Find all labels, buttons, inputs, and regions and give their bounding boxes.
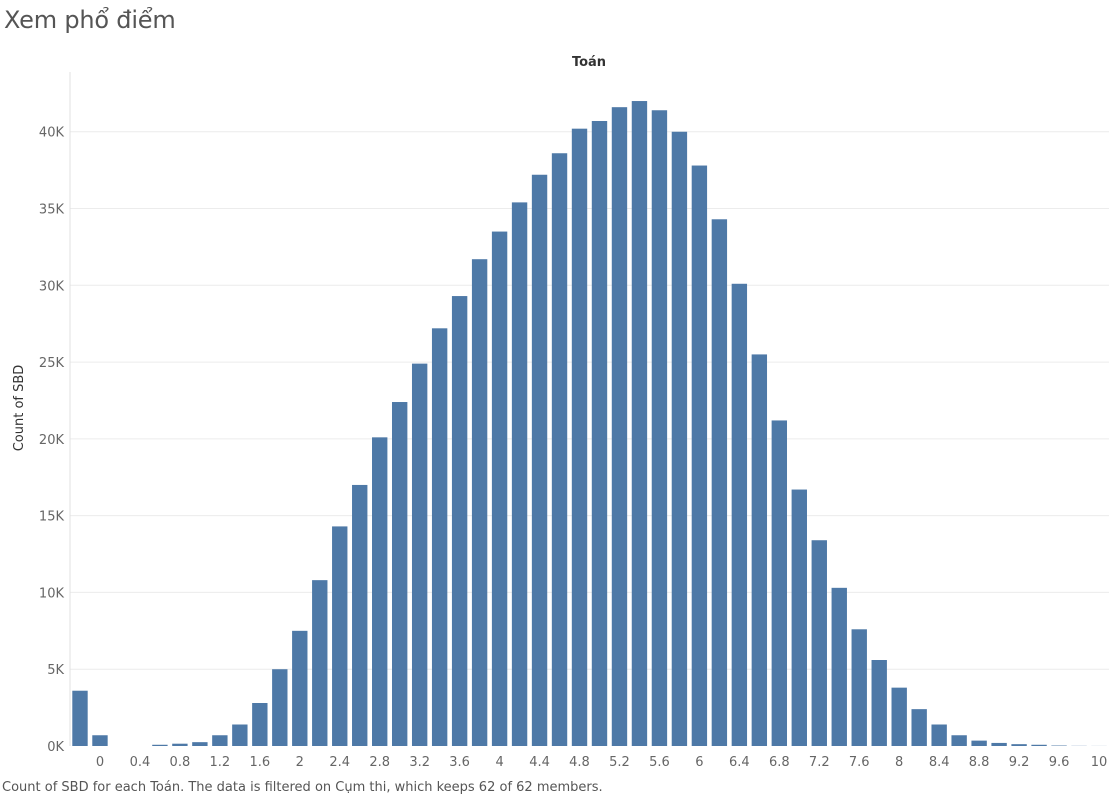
bar[interactable] (631, 101, 648, 746)
bar[interactable] (431, 328, 448, 746)
y-tick-label: 40K (39, 126, 65, 141)
bar[interactable] (471, 259, 488, 746)
bar[interactable] (891, 687, 907, 746)
x-tick-label: 3.2 (409, 755, 430, 770)
page-title: Xem phổ điểm (4, 6, 176, 34)
x-tick-label: 5.6 (649, 755, 670, 770)
x-tick-label: 1.6 (249, 755, 270, 770)
bar[interactable] (152, 744, 168, 746)
x-tick-label: 7.6 (849, 755, 870, 770)
bar[interactable] (591, 120, 608, 747)
bar[interactable] (831, 587, 847, 746)
x-tick-label: 4.8 (569, 755, 590, 770)
bar[interactable] (252, 703, 268, 746)
x-tick-label: 0.8 (170, 755, 191, 770)
x-tick-label: 8 (895, 755, 903, 770)
bar[interactable] (951, 735, 967, 746)
bar[interactable] (991, 742, 1007, 746)
bar[interactable] (332, 526, 348, 746)
y-tick-label: 30K (39, 279, 65, 294)
bar[interactable] (172, 743, 188, 746)
bar[interactable] (871, 660, 887, 746)
y-axis-label: Count of SBD (12, 365, 27, 452)
bar[interactable] (411, 363, 428, 746)
bar[interactable] (691, 165, 708, 747)
x-tick-label: 6.8 (769, 755, 790, 770)
gridlines (70, 131, 1109, 670)
y-tick-label: 15K (39, 510, 65, 525)
bar[interactable] (312, 580, 328, 746)
bar[interactable] (771, 420, 788, 746)
bar[interactable] (352, 484, 368, 746)
bar[interactable] (391, 402, 408, 746)
bar[interactable] (651, 110, 668, 746)
bar[interactable] (72, 690, 88, 746)
x-tick-label: 2.8 (369, 755, 390, 770)
bar[interactable] (911, 709, 927, 746)
x-tick-label: 9.6 (1049, 755, 1070, 770)
x-tick-label: 4.4 (529, 755, 550, 770)
bar[interactable] (1011, 744, 1027, 746)
bar[interactable] (731, 283, 748, 746)
bar[interactable] (611, 107, 628, 747)
bar[interactable] (671, 131, 688, 746)
footer-note: Count of SBD for each Toán. The data is … (2, 780, 603, 795)
x-tick-label: 9.2 (1009, 755, 1030, 770)
bar[interactable] (491, 231, 508, 746)
histogram-chart: Toán Count of SBD 0K 5K 10K 15K 20K 25K 30K 35K… (12, 55, 1109, 770)
bar[interactable] (92, 735, 108, 746)
x-tick-label: 2.4 (329, 755, 350, 770)
y-tick-label: 25K (39, 356, 65, 371)
bar[interactable] (791, 489, 807, 746)
bar[interactable] (1031, 744, 1047, 746)
x-tick-label: 0.4 (130, 755, 151, 770)
x-tick-label: 8.4 (929, 755, 950, 770)
bar[interactable] (551, 153, 568, 746)
bar[interactable] (292, 630, 308, 746)
x-tick-label: 3.6 (449, 755, 470, 770)
y-tick-label: 10K (39, 586, 65, 601)
bar[interactable] (232, 724, 248, 746)
x-tick-label: 7.2 (809, 755, 830, 770)
bar[interactable] (372, 437, 388, 746)
bar[interactable] (571, 128, 588, 747)
y-axis: 0K 5K 10K 15K 20K 25K 30K 35K 40K (39, 126, 65, 755)
y-tick-label: 5K (47, 663, 64, 678)
x-tick-label: 2 (296, 755, 304, 770)
x-tick-label: 1.2 (210, 755, 231, 770)
x-tick-label: 8.8 (969, 755, 990, 770)
y-tick-label: 0K (47, 740, 64, 755)
x-tick-label: 6.4 (729, 755, 750, 770)
x-tick-label: 6 (695, 755, 703, 770)
bar[interactable] (931, 724, 947, 746)
y-tick-label: 20K (39, 433, 65, 448)
x-tick-label: 5.2 (609, 755, 630, 770)
bar[interactable] (711, 219, 728, 746)
bar[interactable] (811, 540, 827, 746)
bar[interactable] (212, 735, 228, 746)
x-tick-label: 10 (1091, 755, 1108, 770)
bar[interactable] (192, 742, 208, 746)
bar[interactable] (511, 202, 528, 746)
bar[interactable] (751, 354, 768, 746)
y-tick-label: 35K (39, 203, 65, 218)
x-tick-label: 4 (495, 755, 503, 770)
bar[interactable] (272, 669, 288, 746)
bar[interactable] (531, 174, 548, 747)
bars (72, 101, 1107, 747)
x-axis: 0 0.4 0.8 1.2 1.6 2 2.4 2.8 3.2 3.6 4 4.4 4.8 5.2 5.6 6… (96, 755, 1107, 770)
bar[interactable] (451, 296, 468, 746)
chart-title: Toán (572, 55, 606, 70)
x-tick-label: 0 (96, 755, 104, 770)
bar[interactable] (971, 740, 987, 746)
bar[interactable] (851, 629, 867, 746)
